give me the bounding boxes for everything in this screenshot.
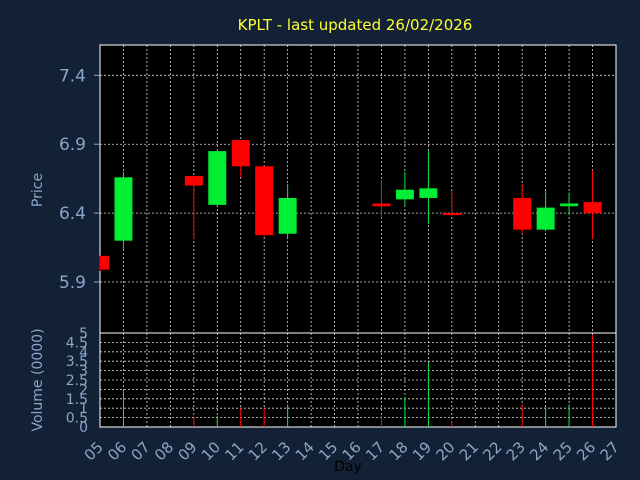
volume-tick-label: 5 <box>79 326 88 342</box>
candle-body <box>536 207 555 230</box>
volume-tick-label: 0 <box>79 420 88 436</box>
day-tick-label: 05 <box>81 438 107 464</box>
day-tick-label: 26 <box>573 438 599 464</box>
day-tick-label: 12 <box>245 438 271 464</box>
day-tick-label: 08 <box>151 438 177 464</box>
candle-body <box>560 203 579 207</box>
volume-bars <box>122 334 594 427</box>
price-tick-label: 5.9 <box>59 273 86 293</box>
candle-body <box>208 151 227 205</box>
day-tick-label: 23 <box>503 438 529 464</box>
day-tick-label: 20 <box>432 438 458 464</box>
day-tick-label: 27 <box>597 438 623 464</box>
day-tick-label: 14 <box>292 438 318 464</box>
day-tick-label: 13 <box>268 438 294 464</box>
candles <box>99 140 602 271</box>
day-tick-label: 19 <box>409 438 435 464</box>
candle-body <box>583 202 602 214</box>
candle-body <box>231 140 250 167</box>
candle-body <box>100 255 109 270</box>
volume-tick-label: 4 <box>79 345 88 361</box>
volume-axis-label: Volume (0000) <box>30 328 46 431</box>
volume-tick-label: 1 <box>79 401 88 417</box>
volume-tick-labels: 00.511.522.533.544.55 <box>66 326 88 436</box>
candle-body <box>395 189 414 200</box>
day-tick-label: 21 <box>456 438 482 464</box>
volume-tick-label: 1.5 <box>66 392 88 408</box>
day-tick-label: 06 <box>104 438 130 464</box>
day-tick-label: 22 <box>479 438 505 464</box>
x-axis-label: Day <box>334 459 362 475</box>
price-axis-label: Price <box>30 173 46 207</box>
candle-body <box>513 197 532 230</box>
price-tick-label: 6.9 <box>59 135 86 155</box>
volume-tick-label: 2 <box>79 382 88 398</box>
price-tick-labels: 5.9 6.4 6.9 7.4 <box>59 66 86 293</box>
day-tick-label: 24 <box>526 438 552 464</box>
candle-body <box>372 203 391 207</box>
day-tick-label: 09 <box>174 438 200 464</box>
day-tick-label: 11 <box>221 438 247 464</box>
candle-body <box>114 177 133 241</box>
volume-tick-label: 4.5 <box>66 335 88 351</box>
volume-tick-label: 3.5 <box>66 354 88 370</box>
volume-tick-label: 3 <box>79 364 88 380</box>
candle-body <box>255 166 274 236</box>
volume-tick-label: 0.5 <box>66 411 88 427</box>
day-tick-label: 25 <box>550 438 576 464</box>
price-tick-label: 7.4 <box>59 66 86 86</box>
volume-tick-label: 2.5 <box>66 373 88 389</box>
day-tick-label: 17 <box>362 438 388 464</box>
candle-body <box>419 188 438 198</box>
candle-body <box>442 213 461 216</box>
chart-title: KPLT - last updated 26/02/2026 <box>238 16 473 34</box>
candle-body <box>184 175 203 186</box>
candle-body <box>278 197 297 234</box>
day-tick-label: 07 <box>128 438 154 464</box>
day-tick-label: 18 <box>386 438 412 464</box>
price-tick-label: 6.4 <box>59 204 86 224</box>
day-tick-label: 10 <box>198 438 224 464</box>
